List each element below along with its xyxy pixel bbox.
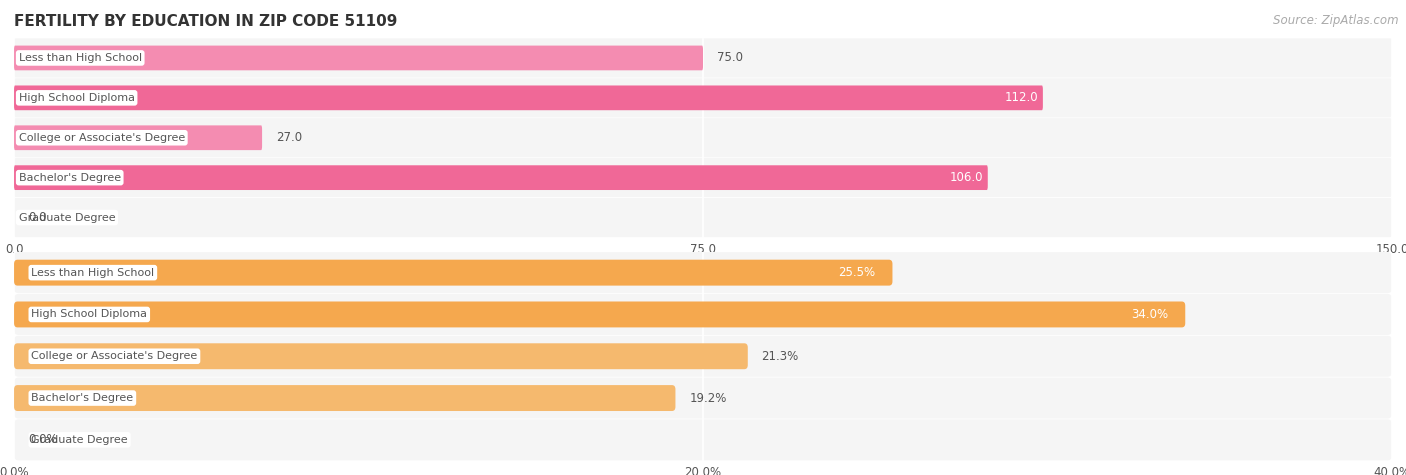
Text: Source: ZipAtlas.com: Source: ZipAtlas.com — [1274, 14, 1399, 27]
FancyBboxPatch shape — [14, 419, 1392, 460]
Text: Less than High School: Less than High School — [31, 267, 155, 278]
FancyBboxPatch shape — [14, 158, 1392, 197]
FancyBboxPatch shape — [14, 343, 748, 369]
FancyBboxPatch shape — [14, 260, 893, 285]
Text: College or Associate's Degree: College or Associate's Degree — [31, 351, 197, 361]
FancyBboxPatch shape — [14, 38, 1392, 77]
Text: High School Diploma: High School Diploma — [31, 309, 148, 320]
FancyBboxPatch shape — [14, 46, 703, 70]
FancyBboxPatch shape — [14, 294, 1392, 335]
Text: Graduate Degree: Graduate Degree — [18, 212, 115, 223]
FancyBboxPatch shape — [14, 118, 1392, 157]
Text: 0.0: 0.0 — [28, 211, 46, 224]
Text: 0.0%: 0.0% — [28, 433, 58, 446]
Text: FERTILITY BY EDUCATION IN ZIP CODE 51109: FERTILITY BY EDUCATION IN ZIP CODE 51109 — [14, 14, 398, 29]
FancyBboxPatch shape — [14, 125, 262, 150]
FancyBboxPatch shape — [14, 385, 675, 411]
Text: 34.0%: 34.0% — [1130, 308, 1168, 321]
FancyBboxPatch shape — [14, 165, 988, 190]
Text: 25.5%: 25.5% — [838, 266, 875, 279]
FancyBboxPatch shape — [14, 302, 1185, 327]
Text: 106.0: 106.0 — [949, 171, 983, 184]
FancyBboxPatch shape — [14, 252, 1392, 293]
Text: 19.2%: 19.2% — [689, 391, 727, 405]
FancyBboxPatch shape — [14, 378, 1392, 418]
Text: Bachelor's Degree: Bachelor's Degree — [18, 172, 121, 183]
FancyBboxPatch shape — [14, 78, 1392, 117]
FancyBboxPatch shape — [14, 198, 1392, 237]
Text: 112.0: 112.0 — [1005, 91, 1038, 104]
FancyBboxPatch shape — [14, 86, 1043, 110]
Text: College or Associate's Degree: College or Associate's Degree — [18, 133, 186, 143]
Text: Graduate Degree: Graduate Degree — [31, 435, 128, 445]
Text: High School Diploma: High School Diploma — [18, 93, 135, 103]
Text: 75.0: 75.0 — [717, 51, 742, 65]
FancyBboxPatch shape — [14, 336, 1392, 377]
Text: 21.3%: 21.3% — [762, 350, 799, 363]
Text: Bachelor's Degree: Bachelor's Degree — [31, 393, 134, 403]
Text: Less than High School: Less than High School — [18, 53, 142, 63]
Text: 27.0: 27.0 — [276, 131, 302, 144]
